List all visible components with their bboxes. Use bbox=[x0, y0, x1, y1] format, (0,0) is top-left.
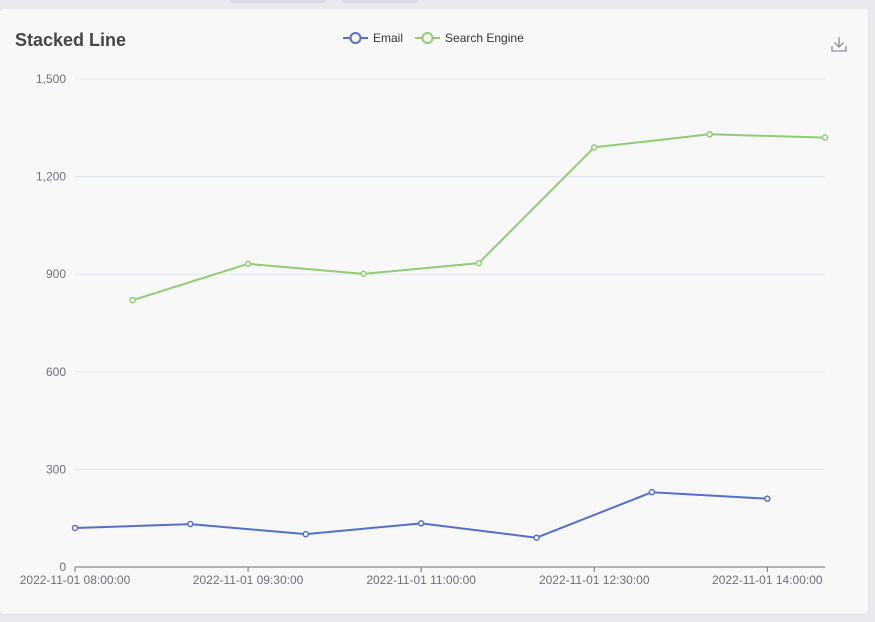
top-tab-1 bbox=[230, 0, 326, 3]
data-point-search-engine bbox=[821, 134, 829, 141]
chart-title: Stacked Line bbox=[15, 30, 127, 50]
y-tick-label: 300 bbox=[46, 462, 66, 476]
data-point-email bbox=[187, 520, 194, 528]
y-tick-label: 600 bbox=[46, 365, 66, 379]
x-tick-label: 2022-11-01 09:30:00 bbox=[193, 573, 304, 587]
legend-item-search-engine[interactable]: Search Engine bbox=[415, 31, 524, 45]
legend-label-search-engine: Search Engine bbox=[445, 31, 524, 45]
line-chart: 0 300 600 900 1,200 1,500 2022-11-01 08:00:00 2… bbox=[20, 72, 829, 587]
legend-line-circle-icon bbox=[415, 32, 441, 44]
legend-item-email[interactable]: Email bbox=[343, 31, 403, 45]
data-point-search-engine bbox=[244, 260, 252, 268]
y-tick-label: 1,500 bbox=[36, 72, 66, 86]
chart-card: 0 300 600 900 1,200 1,500 2022-11-01 08:00:00 2… bbox=[0, 9, 868, 614]
data-point-search-engine bbox=[475, 259, 483, 267]
data-point-email bbox=[648, 488, 656, 496]
x-tick-label: 2022-11-01 11:00:00 bbox=[366, 573, 476, 587]
data-point-email bbox=[302, 530, 310, 538]
data-point-search-engine bbox=[706, 131, 713, 138]
y-tick-label: 1,200 bbox=[36, 170, 66, 184]
data-point-search-engine bbox=[129, 296, 136, 304]
top-tab-2 bbox=[342, 0, 418, 3]
legend: Email Search Engine bbox=[343, 31, 524, 45]
data-point-email bbox=[764, 495, 771, 502]
y-tick-label: 900 bbox=[46, 267, 66, 281]
legend-line-circle-icon bbox=[343, 32, 368, 44]
y-tick-label: 0 bbox=[59, 560, 66, 574]
download-icon[interactable] bbox=[830, 35, 848, 53]
x-tick-label: 2022-11-01 12:30:00 bbox=[539, 573, 650, 587]
x-tick-label: 2022-11-01 08:00:00 bbox=[20, 573, 131, 587]
data-point-email bbox=[71, 524, 79, 532]
data-point-email bbox=[533, 534, 540, 541]
data-point-email bbox=[417, 520, 425, 527]
x-tick-label: 2022-11-01 14:00:00 bbox=[712, 573, 823, 587]
series-line-search-engine bbox=[132, 133, 826, 302]
data-point-search-engine bbox=[590, 144, 598, 151]
legend-label-email: Email bbox=[373, 31, 404, 45]
series-line-email bbox=[74, 491, 768, 539]
data-point-search-engine bbox=[360, 270, 367, 278]
